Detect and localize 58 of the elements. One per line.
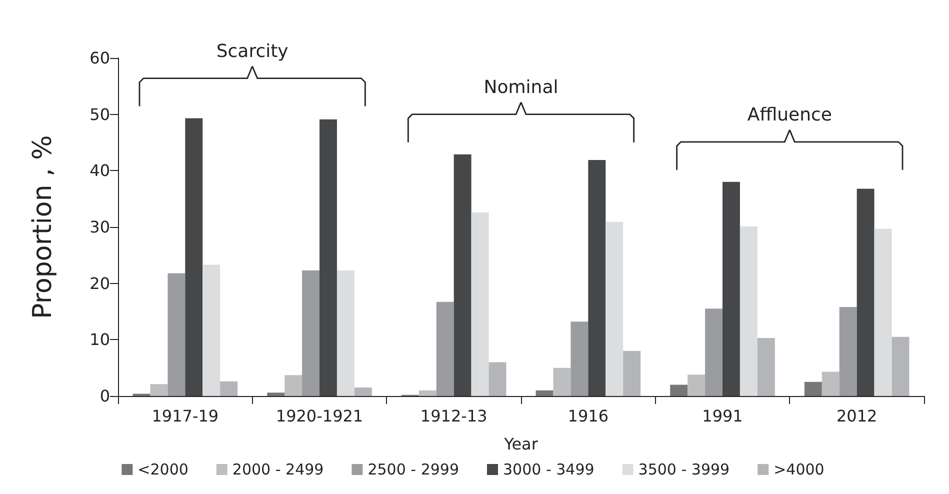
y-tick-label: 60 [90, 48, 110, 68]
bar [284, 375, 302, 396]
bar [336, 270, 354, 396]
bar [804, 382, 822, 396]
x-tick-label: 2012 [836, 406, 878, 426]
bar [185, 118, 203, 396]
bar [588, 160, 606, 396]
bar [822, 372, 840, 396]
annotation: Affluence [747, 104, 832, 126]
x-tick-label: 1916 [568, 406, 609, 426]
legend-label: 3500 - 3999 [638, 460, 730, 478]
bar [536, 390, 554, 396]
bar [267, 392, 285, 396]
bar [553, 368, 571, 396]
annotation: Scarcity [216, 40, 289, 62]
bar [354, 388, 372, 396]
bar [320, 119, 337, 396]
bar [570, 322, 588, 396]
bar [471, 212, 489, 396]
y-axis-title: Proportion , % [28, 135, 58, 319]
bar [488, 362, 506, 396]
x-tick-label: 1920-1921 [276, 406, 364, 426]
bar [839, 306, 857, 396]
bar [722, 182, 740, 396]
y-tick-label: 0 [100, 386, 110, 406]
bar [150, 384, 168, 396]
legend-label: >4000 [774, 460, 824, 478]
bar [670, 384, 688, 396]
bar [302, 270, 320, 396]
bar [436, 302, 454, 396]
legend-label: 3000 - 3499 [503, 460, 594, 478]
legend-label: 2000 - 2499 [232, 460, 324, 478]
x-tick-label: 1912-13 [420, 406, 488, 426]
legend-label: 2500 - 2999 [368, 460, 459, 478]
bar [874, 228, 892, 396]
x-tick-label: 1991 [702, 406, 743, 426]
bar [606, 222, 624, 396]
y-tick-label: 30 [90, 218, 110, 236]
x-tick-label: 1917-19 [152, 406, 219, 426]
bar [740, 226, 758, 396]
x-axis-title: Year [503, 434, 538, 454]
legend-label: <2000 [138, 460, 188, 478]
bar [757, 338, 775, 396]
y-tick-label: 10 [90, 330, 110, 350]
annotation: Nominal [484, 76, 558, 98]
bar [705, 308, 722, 396]
bar [202, 264, 220, 396]
bar [623, 350, 641, 396]
bar [168, 273, 186, 396]
y-tick-label: 40 [90, 161, 110, 180]
y-tick-label: 20 [90, 274, 110, 293]
bar [220, 381, 238, 396]
bar [454, 154, 472, 396]
bar [688, 374, 706, 396]
y-tick-label: 50 [90, 104, 110, 124]
bar [856, 188, 874, 396]
bar [892, 336, 910, 396]
bar [418, 390, 436, 396]
